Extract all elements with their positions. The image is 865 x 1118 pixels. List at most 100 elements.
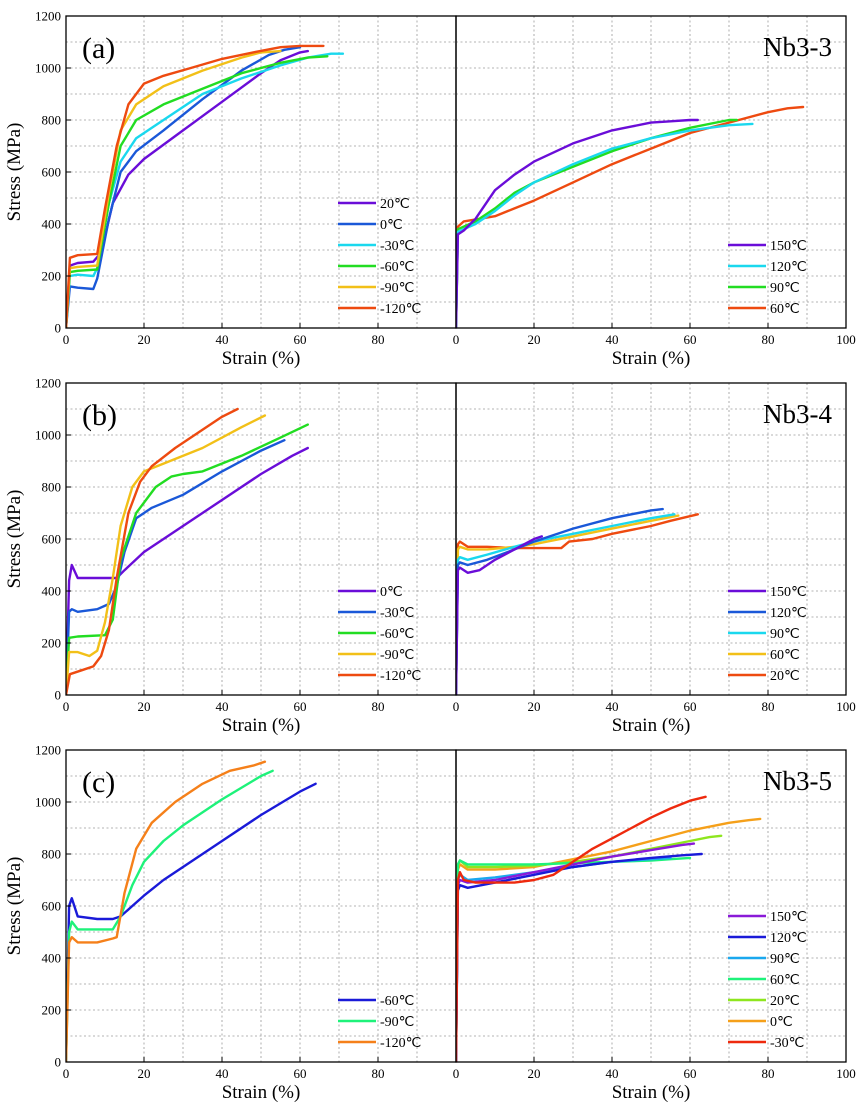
legend-label: 150℃ [770, 239, 807, 254]
y-tick-label: 800 [42, 847, 62, 862]
series-line-5-4 [456, 852, 703, 1062]
y-tick-label: 1000 [35, 61, 61, 76]
x-tick-label: 40 [606, 332, 619, 347]
x-tick-label: 100 [836, 699, 856, 714]
legend-label: -120℃ [380, 1036, 421, 1051]
y-tick-label: 0 [55, 1055, 62, 1070]
x-tick-label: 60 [294, 332, 307, 347]
y-axis-label: Stress (MPa) [4, 857, 25, 956]
x-tick-label: 20 [528, 699, 541, 714]
series-line-3-4 [456, 535, 543, 695]
legend-label: 20℃ [380, 197, 410, 212]
curves [66, 760, 317, 1062]
legend-label: 20℃ [770, 994, 800, 1009]
series-line-5-6 [456, 795, 707, 1062]
x-tick-label: 60 [684, 1066, 697, 1081]
curves [456, 507, 699, 695]
x-axis-label: Strain (%) [612, 715, 691, 736]
y-tick-label: 1200 [35, 743, 61, 758]
series-line-3-0 [456, 513, 699, 695]
x-tick-label: 80 [762, 332, 775, 347]
series-line-5-5 [456, 842, 696, 1062]
panel-3: 0 20 40 60 80 100 Strain (%) Nb3-4 150℃ 120℃ 90℃ 60… [453, 382, 856, 736]
legend-label: -30℃ [380, 606, 414, 621]
x-tick-label: 0 [453, 699, 460, 714]
x-axis-label: Strain (%) [612, 1082, 691, 1103]
legend-label: 60℃ [770, 648, 800, 663]
x-tick-label: 80 [762, 699, 775, 714]
series-line-4-2 [66, 760, 267, 1062]
y-tick-label: 600 [42, 899, 62, 914]
curves [456, 105, 805, 328]
legend-label: 150℃ [770, 585, 807, 600]
x-tick-label: 20 [528, 1066, 541, 1081]
y-tick-label: 600 [42, 165, 62, 180]
x-tick-label: 80 [762, 1066, 775, 1081]
legend-label: 90℃ [770, 952, 800, 967]
y-tick-label: 1000 [35, 795, 61, 810]
legend-label: -90℃ [380, 1015, 414, 1030]
panel-5: 0 20 40 60 80 100 Strain (%) Nb3-5 150℃ 120℃ 90℃ 60… [453, 749, 856, 1103]
series-line-1-3 [456, 118, 699, 328]
series-line-5-2 [456, 856, 692, 1062]
x-tick-label: 20 [138, 332, 151, 347]
y-tick-label: 1200 [35, 376, 61, 391]
plot-frame [455, 749, 847, 1063]
y-axis-label: Stress (MPa) [4, 123, 25, 222]
legend-label: 120℃ [770, 606, 807, 621]
legend-label: 60℃ [770, 302, 800, 317]
y-tick-label: 200 [42, 269, 62, 284]
y-tick-label: 400 [42, 584, 62, 599]
curves [66, 407, 309, 695]
legend-label: -60℃ [380, 994, 414, 1009]
series-line-5-3 [456, 856, 672, 1062]
y-tick-label: 1000 [35, 428, 61, 443]
y-tick-label: 1200 [35, 9, 61, 24]
legend-label: -30℃ [380, 239, 414, 254]
y-tick-label: 600 [42, 532, 62, 547]
legend-label: 60℃ [770, 973, 800, 988]
series-line-2-1 [66, 439, 286, 695]
x-tick-label: 60 [684, 699, 697, 714]
legend-label: -90℃ [380, 648, 414, 663]
x-tick-label: 40 [606, 1066, 619, 1081]
series-line-2-4 [66, 407, 239, 695]
sample-label: Nb3-5 [763, 766, 832, 796]
legend-label: 90℃ [770, 281, 800, 296]
panel-1: 0 20 40 60 80 100 Strain (%) Nb3-3 150℃ 120℃ 90℃ 60… [453, 15, 856, 369]
x-axis-label: Strain (%) [612, 348, 691, 369]
legend-label: -90℃ [380, 281, 414, 296]
curves [456, 795, 762, 1062]
series-line-4-1 [66, 769, 274, 1062]
y-tick-label: 200 [42, 1003, 62, 1018]
x-tick-label: 100 [836, 1066, 856, 1081]
x-tick-label: 20 [138, 699, 151, 714]
legend-label: -60℃ [380, 627, 414, 642]
x-tick-label: 60 [294, 1066, 307, 1081]
series-line-0-1 [66, 46, 302, 328]
series-line-4-0 [66, 782, 317, 1062]
legend-label: 90℃ [770, 627, 800, 642]
legend-label: -120℃ [380, 302, 421, 317]
y-tick-label: 0 [55, 688, 62, 703]
legend-label: -60℃ [380, 260, 414, 275]
x-tick-label: 40 [216, 332, 229, 347]
legend-label: 150℃ [770, 910, 807, 925]
x-tick-label: 40 [216, 1066, 229, 1081]
legend-label: -30℃ [770, 1036, 804, 1051]
y-tick-label: 0 [55, 321, 62, 336]
x-axis-label: Strain (%) [222, 1082, 301, 1103]
x-tick-label: 20 [138, 1066, 151, 1081]
panel-tag: (c) [82, 766, 115, 799]
panel-tag: (b) [82, 399, 117, 432]
panel-tag: (a) [82, 32, 115, 65]
y-axis-label: Stress (MPa) [4, 490, 25, 589]
legend-label: 20℃ [770, 669, 800, 684]
x-tick-label: 80 [372, 699, 385, 714]
series-line-1-0 [456, 105, 805, 328]
x-tick-label: 60 [294, 699, 307, 714]
